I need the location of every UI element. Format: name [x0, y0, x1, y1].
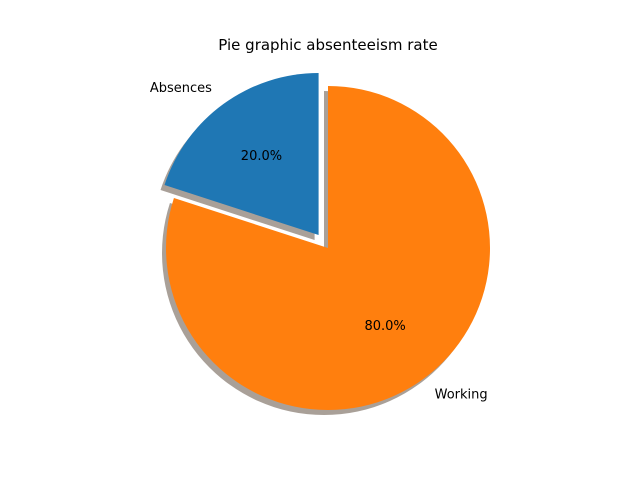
pie-slice-absences [164, 73, 319, 236]
slice-percent-label-working: 80.0% [364, 319, 405, 334]
slice-percent-label-absences: 20.0% [241, 149, 282, 164]
chart-title: Pie graphic absenteeism rate [218, 36, 437, 54]
pie-labels: Absences 20.0% Working 80.0% [150, 81, 488, 403]
slice-label-working: Working [435, 387, 488, 402]
pie-slice-working [166, 86, 491, 410]
pie-slices [164, 73, 491, 410]
slice-label-absences: Absences [150, 81, 212, 96]
